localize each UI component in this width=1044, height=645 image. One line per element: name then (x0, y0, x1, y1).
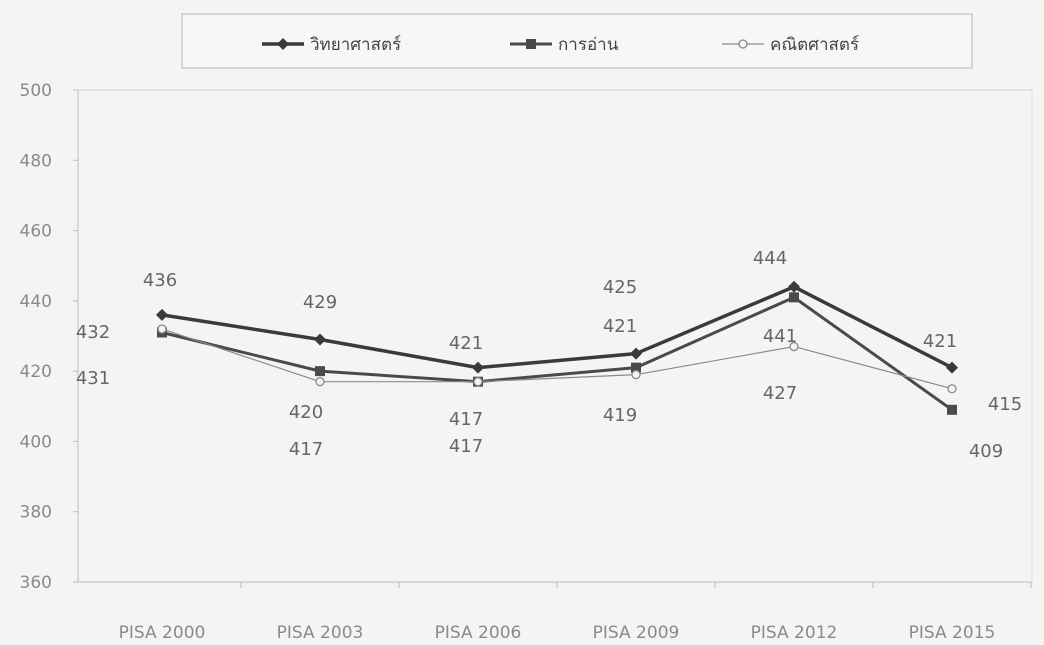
data-point (947, 404, 957, 415)
y-tick-label: 480 (20, 151, 52, 171)
data-label: 417 (289, 439, 323, 460)
data-point (630, 347, 642, 360)
data-label: 432 (76, 322, 110, 343)
data-point (472, 361, 484, 374)
x-tick-label: PISA 2000 (119, 623, 206, 643)
data-label: 429 (303, 292, 337, 313)
data-point (157, 324, 167, 334)
data-point (631, 362, 641, 373)
series-line (161, 285, 953, 370)
data-label: 436 (143, 270, 177, 291)
series-line (161, 328, 953, 390)
data-point (315, 366, 325, 377)
legend-label: การอ่าน (558, 35, 619, 55)
data-label: 419 (603, 405, 637, 426)
data-point (631, 370, 641, 380)
y-tick-label: 440 (20, 292, 52, 312)
x-tick-label: PISA 2006 (435, 623, 522, 643)
data-point (789, 341, 799, 352)
legend-marker (277, 38, 289, 50)
data-point (314, 333, 326, 346)
y-tick-label: 420 (20, 362, 52, 382)
series-line (161, 295, 953, 412)
data-label: 417 (449, 436, 483, 457)
data-point (947, 384, 957, 394)
data-point (789, 292, 799, 303)
legend-label: วิทยาศาสตร์ (310, 35, 402, 55)
legend-label: คณิตศาสตร์ (770, 35, 859, 55)
legend-marker (526, 39, 536, 49)
data-label: 421 (923, 331, 957, 352)
data-label: 409 (969, 441, 1003, 462)
data-label: 441 (763, 326, 797, 347)
data-label: 425 (603, 277, 637, 298)
data-label: 427 (763, 383, 797, 404)
data-point (946, 361, 958, 374)
data-label: 421 (449, 333, 483, 354)
data-point (315, 377, 325, 387)
data-label: 421 (603, 316, 637, 337)
data-label: 415 (988, 394, 1022, 415)
y-tick-label: 500 (20, 81, 52, 101)
x-tick-label: PISA 2003 (277, 623, 364, 643)
y-tick-label: 460 (20, 222, 52, 242)
x-tick-label: PISA 2012 (751, 623, 838, 643)
data-label: 431 (76, 368, 110, 389)
data-point (473, 377, 483, 387)
legend-box (181, 13, 973, 69)
data-label: 420 (289, 402, 323, 423)
legend-marker (738, 39, 748, 49)
y-tick-label: 380 (20, 503, 52, 523)
x-tick-label: PISA 2015 (909, 623, 996, 643)
x-tick-label: PISA 2009 (593, 623, 680, 643)
y-tick-label: 400 (20, 432, 52, 452)
y-tick-label: 360 (20, 573, 52, 593)
data-label: 417 (449, 409, 483, 430)
data-label: 444 (753, 248, 787, 269)
data-point (788, 280, 800, 293)
data-point (156, 308, 168, 321)
